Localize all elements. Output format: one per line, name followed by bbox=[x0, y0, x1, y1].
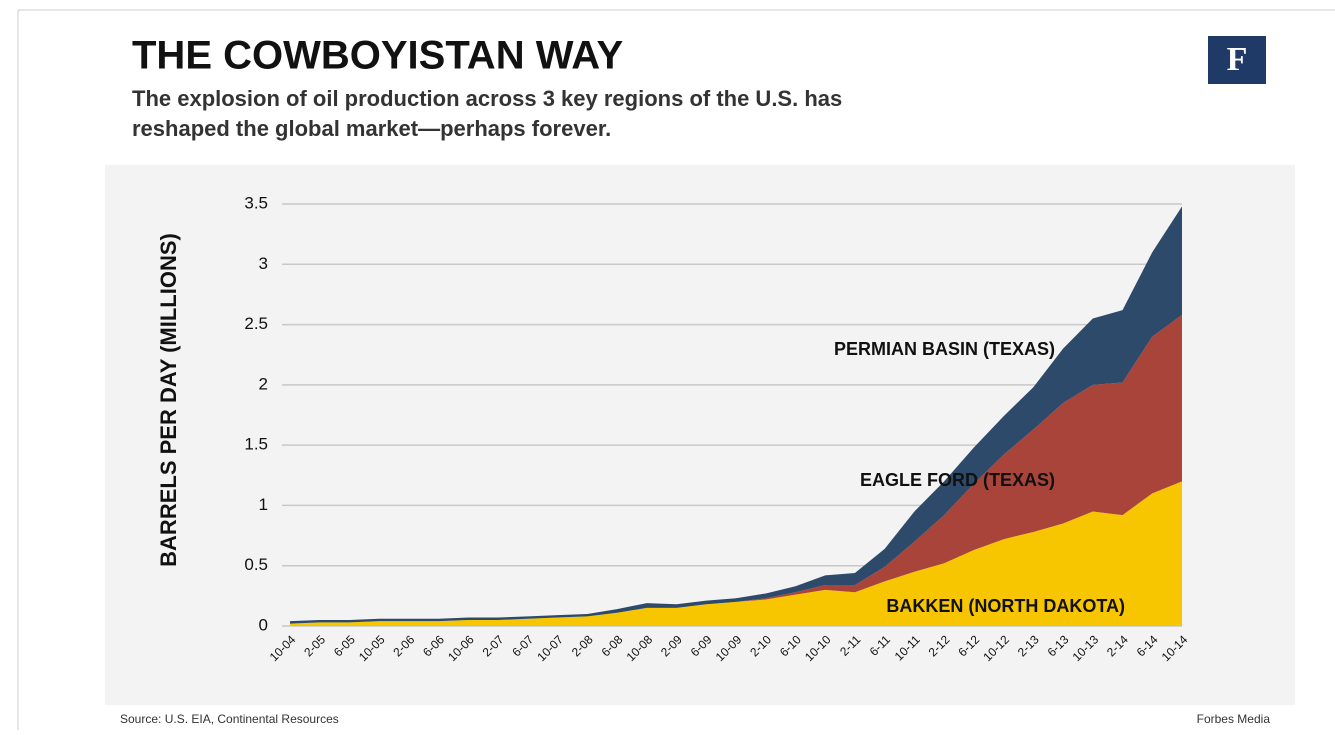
y-tick-label: 3.5 bbox=[244, 193, 268, 212]
area bbox=[290, 481, 1182, 626]
y-tick-label: 1 bbox=[259, 495, 268, 514]
logo: F bbox=[1227, 41, 1248, 78]
series-label: EAGLE FORD (TEXAS) bbox=[860, 470, 1055, 490]
y-tick-label: 0.5 bbox=[244, 555, 268, 574]
logo-box bbox=[1208, 36, 1266, 84]
y-tick-label: 3 bbox=[259, 254, 268, 273]
y-axis-title: BARRELS PER DAY (MILLIONS) bbox=[156, 233, 181, 567]
credit: Forbes Media bbox=[1197, 712, 1271, 726]
y-tick-label: 0 bbox=[259, 615, 268, 634]
y-tick-label: 2.5 bbox=[244, 314, 268, 333]
chart-title: THE COWBOYISTAN WAY bbox=[132, 34, 623, 78]
area bbox=[290, 314, 1182, 624]
subtitle: The explosion of oil production across 3… bbox=[132, 86, 842, 111]
y-tick-label: 1.5 bbox=[244, 435, 268, 454]
series-label: BAKKEN (NORTH DAKOTA) bbox=[886, 596, 1125, 616]
source: Source: U.S. EIA, Continental Resources bbox=[120, 712, 339, 726]
y-tick-label: 2 bbox=[259, 374, 268, 393]
subtitle: reshaped the global market—perhaps forev… bbox=[132, 116, 611, 141]
series-label: PERMIAN BASIN (TEXAS) bbox=[834, 339, 1055, 359]
